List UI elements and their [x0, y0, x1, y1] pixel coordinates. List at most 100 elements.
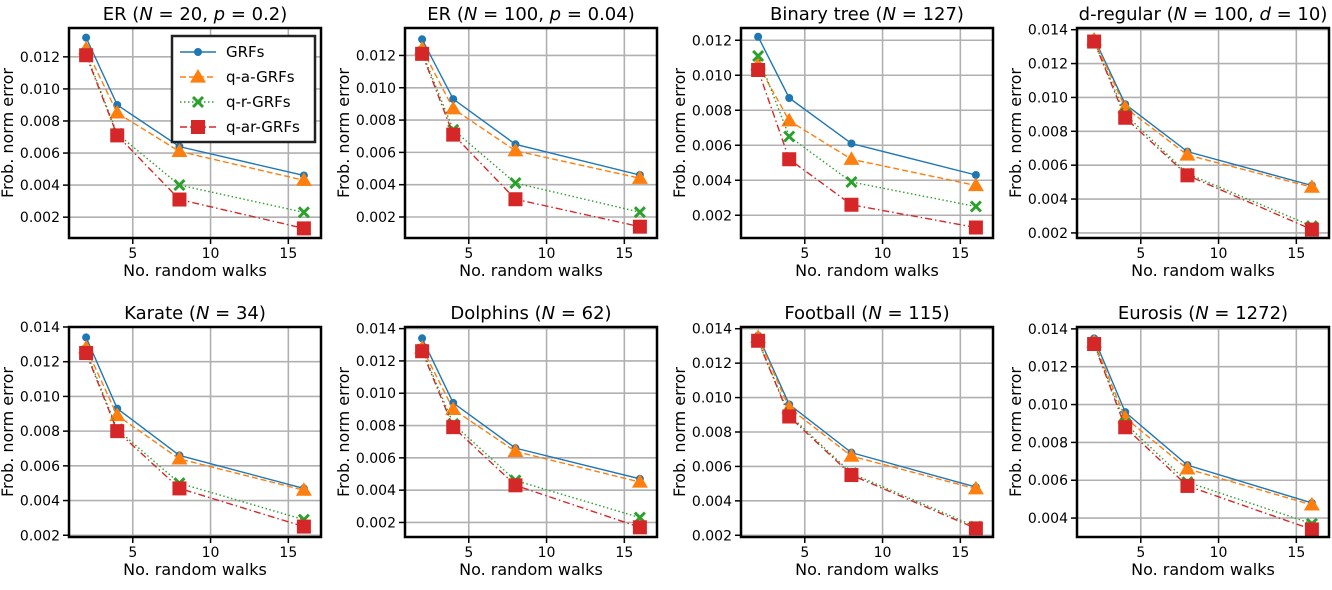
y-tick-label: 0.006: [1028, 158, 1068, 174]
x-tick-label: 15: [1287, 246, 1305, 262]
x-tick-label: 15: [615, 545, 633, 561]
x-tick-label: 5: [800, 246, 809, 262]
subplot-title: d-regular (N = 100, d = 10): [1079, 4, 1328, 25]
subplot-7: 5 10 15 0.002 0.004 0.006 0.008 0.010 0.012 0.014…: [670, 303, 995, 579]
series-line-q-ar-GRFs: [757, 69, 977, 229]
y-tick-label: 0.002: [692, 208, 732, 224]
x-axis-label: No. random walks: [1131, 261, 1275, 280]
data-point-q-ar-GRFs: [110, 424, 125, 439]
axes-frame: [67, 325, 323, 539]
data-point-q-ar-GRFs: [508, 192, 523, 207]
subplot-title: Eurosis (N = 1272): [1118, 303, 1288, 324]
series-line-q-a-GRFs: [85, 347, 305, 491]
series-line-q-a-GRFs: [421, 48, 641, 179]
title-part: = 1272): [1209, 303, 1288, 324]
series-line-q-ar-GRFs: [85, 352, 305, 528]
data-point-q-r-GRFs: [845, 175, 858, 189]
subplot-5: 5 10 15 0.002 0.004 0.006 0.008 0.010 0.012 0.014…: [0, 303, 323, 579]
y-tick-label: 0.008: [356, 419, 396, 435]
title-part: d: [1259, 4, 1271, 25]
subplot-title: Karate (N = 34): [124, 303, 266, 324]
series-line-q-a-GRFs: [421, 347, 641, 483]
y-tick-label: 0.002: [356, 515, 396, 531]
data-point-q-a-GRFs: [843, 448, 860, 462]
series-line-GRFs: [85, 37, 305, 177]
x-tick-label: 5: [1136, 545, 1145, 561]
series-line-q-r-GRFs: [1093, 41, 1313, 227]
title-part: ER (: [103, 4, 140, 25]
data-point-q-ar-GRFs: [1118, 420, 1133, 435]
series-line-q-a-GRFs: [1093, 341, 1313, 506]
y-tick-label: 0.008: [20, 424, 60, 440]
y-tick-label: 0.004: [692, 494, 732, 510]
series-line-q-a-GRFs: [1093, 39, 1313, 188]
legend-label: q-a-GRFs: [226, 68, 295, 86]
y-tick-label: 0.004: [692, 173, 732, 189]
y-tick-label: 0.012: [692, 33, 732, 49]
data-point-q-r-GRFs-stroke: [845, 175, 858, 189]
x-tick-label: 15: [951, 545, 969, 561]
data-point-q-a-GRFs: [445, 401, 462, 415]
legend-marker-q-r-GRFs-stroke: [191, 95, 205, 109]
y-tick-label: 0.004: [20, 494, 60, 510]
data-point-q-a-GRFs: [631, 170, 648, 184]
y-tick-label: 0.010: [356, 386, 396, 402]
y-tick-label: 0.004: [356, 178, 396, 194]
y-axis-label: Frob. norm error: [0, 367, 17, 497]
x-tick-label: 15: [279, 545, 297, 561]
data-point-q-r-GRFs: [297, 206, 310, 219]
x-axis-label: No. random walks: [123, 560, 267, 579]
data-point-q-ar-GRFs: [968, 220, 983, 235]
y-tick-label: 0.002: [20, 210, 60, 226]
legend-label: GRFs: [226, 43, 265, 61]
data-point-q-r-GRFs: [633, 206, 646, 219]
y-tick-label: 0.008: [20, 114, 60, 130]
data-point-q-r-GRFs: [752, 49, 765, 63]
y-tick-label: 0.010: [692, 68, 732, 84]
y-axis-label: Frob. norm error: [670, 367, 689, 497]
title-part: ER (: [427, 4, 464, 25]
data-point-q-r-GRFs: [173, 179, 186, 192]
data-point-GRFs: [754, 32, 763, 41]
axes-frame: [739, 26, 995, 240]
y-tick-label: 0.006: [1028, 473, 1068, 489]
axes-frame: [403, 325, 659, 539]
data-point-q-ar-GRFs: [1118, 110, 1133, 125]
series-line-q-r-GRFs: [421, 51, 641, 213]
series-line-q-a-GRFs: [85, 48, 305, 181]
title-part: p: [549, 4, 561, 25]
legend: GRFs q-a-GRFs q-r-GRFs q-ar-GRFs: [170, 34, 317, 144]
subplot-6: 5 10 15 0.002 0.004 0.006 0.008 0.010 0.012 0.014…: [334, 303, 659, 579]
x-axis-label: No. random walks: [459, 560, 603, 579]
data-point-q-ar-GRFs: [172, 481, 187, 496]
data-point-q-r-GRFs: [509, 177, 522, 190]
title-part: = 20,: [153, 4, 214, 25]
series-line-q-a-GRFs: [757, 337, 977, 490]
title-part: N: [1174, 4, 1187, 25]
data-point-q-a-GRFs: [1303, 496, 1320, 511]
title-part: = 10): [1271, 4, 1327, 25]
y-axis-label: Frob. norm error: [1006, 367, 1025, 497]
x-tick-label: 10: [538, 545, 556, 561]
data-point-q-r-GRFs-stroke: [969, 200, 982, 213]
subplot-8: 5 10 15 0.004 0.006 0.008 0.010 0.012 0.014 Euros…: [1006, 303, 1331, 579]
subplot-4: 5 10 15 0.002 0.004 0.006 0.008 0.010 0.012 0.014…: [1006, 4, 1331, 280]
y-tick-label: 0.014: [20, 320, 60, 336]
data-point-q-a-GRFs: [1303, 179, 1320, 193]
data-point-q-a-GRFs: [295, 172, 312, 186]
legend-marker-q-a-GRFs: [190, 69, 206, 83]
y-tick-label: 0.012: [692, 356, 732, 372]
y-tick-label: 0.002: [692, 528, 732, 544]
title-part: p: [213, 4, 225, 25]
series-line-q-r-GRFs: [757, 340, 977, 528]
title-part: = 62): [555, 303, 611, 324]
x-tick-label: 10: [874, 246, 892, 262]
y-tick-label: 0.004: [20, 178, 60, 194]
data-point-q-ar-GRFs: [751, 333, 766, 348]
data-point-q-a-GRFs: [967, 177, 984, 192]
legend-marker-q-ar-GRFs: [191, 120, 205, 134]
y-tick-label: 0.004: [1028, 192, 1068, 208]
subplot-title: ER (N = 20, p = 0.2): [103, 4, 288, 25]
data-point-q-ar-GRFs: [1304, 522, 1319, 537]
